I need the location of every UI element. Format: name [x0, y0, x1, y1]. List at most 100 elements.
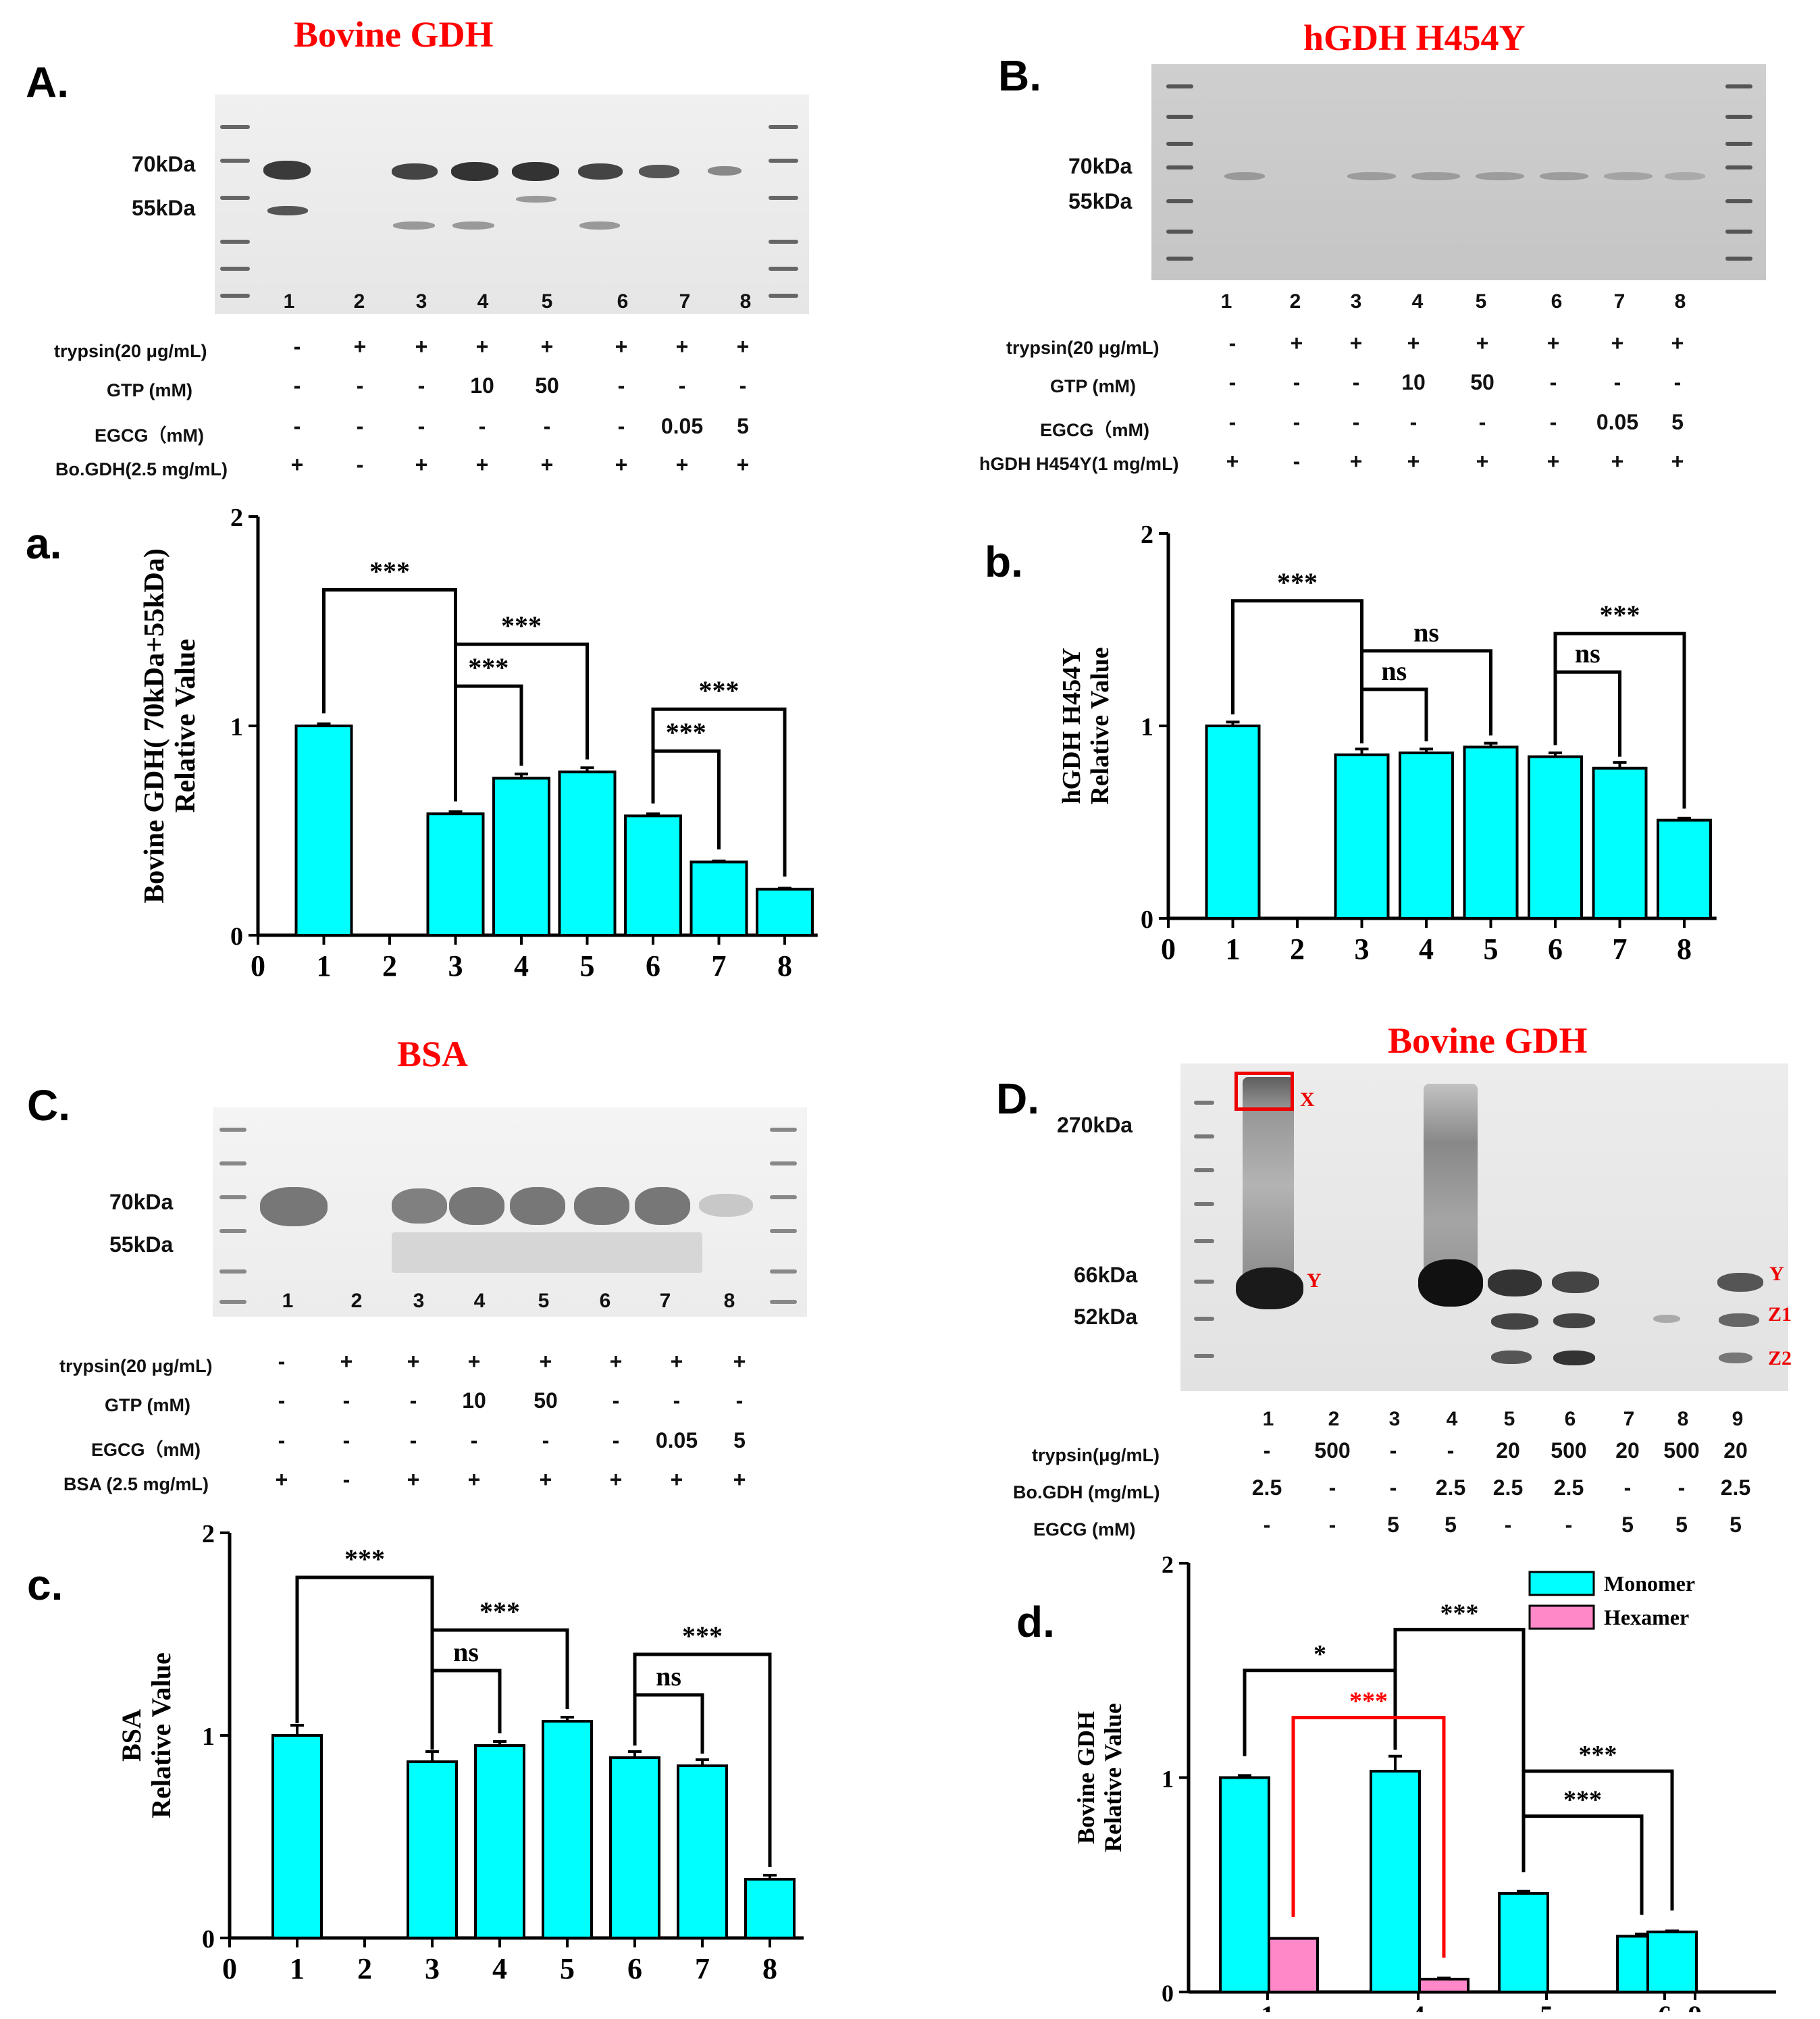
- x-tick-label: 3: [425, 1952, 440, 1985]
- x-tick-label: 1: [1261, 2000, 1274, 2012]
- table-cell: +: [1407, 331, 1420, 355]
- y-tick-label: 2: [1162, 1551, 1174, 1578]
- x-tick-label: 5: [580, 949, 595, 982]
- bar: [1528, 755, 1583, 920]
- y-tick-label: 1: [202, 1723, 215, 1751]
- lane-number: 4: [473, 1290, 486, 1312]
- x-tick-label: 8: [1677, 933, 1692, 966]
- bar: [1463, 745, 1519, 920]
- table-cell: +: [415, 452, 428, 477]
- lane-number: 6: [1564, 1408, 1576, 1430]
- band-mark-x: X: [1300, 1089, 1315, 1111]
- lane-number: 3: [413, 1290, 425, 1312]
- lane-number: 9: [1732, 1408, 1744, 1430]
- lane-number: 5: [538, 1290, 550, 1312]
- row-label: Bo.GDH (mg/mL): [1013, 1482, 1160, 1502]
- table-cell: -: [278, 1388, 286, 1413]
- y-tick-label: 1: [1162, 1766, 1174, 1793]
- significance-label: *: [1314, 1640, 1326, 1669]
- lane-number: 2: [1289, 290, 1301, 313]
- table-cell: +: [615, 334, 628, 359]
- gel-image-b: [1151, 64, 1766, 280]
- table-cell: +: [540, 334, 554, 359]
- table-cell: +: [670, 1467, 683, 1492]
- bar-hexamer: [1418, 1977, 1470, 1994]
- lane-number: 8: [723, 1290, 735, 1312]
- bar: [756, 887, 814, 937]
- table-cell: 2.5: [1720, 1475, 1751, 1500]
- table-cell: -: [356, 414, 364, 438]
- table-cell: -: [1678, 1475, 1686, 1500]
- bar: [744, 1878, 796, 1939]
- lane-number: 5: [541, 290, 553, 313]
- table-cell: 0.05: [660, 414, 704, 438]
- significance-bracket: [454, 684, 523, 802]
- significance-bracket: [1522, 1769, 1674, 1911]
- lane-number: 4: [1446, 1408, 1458, 1430]
- row-label: trypsin(20 μg/mL): [54, 341, 207, 361]
- significance-label: ***: [1349, 1687, 1388, 1716]
- table-cell: 50: [534, 1388, 558, 1413]
- table-cell: -: [1293, 370, 1301, 394]
- panel-c-chart-label: c.: [27, 1561, 63, 1609]
- legend-label: Monomer: [1604, 1571, 1695, 1596]
- y-axis-label: Bovine GDHRelative Value: [1072, 1703, 1126, 1852]
- table-cell: +: [609, 1349, 623, 1373]
- panel-b-label: B.: [998, 51, 1041, 100]
- table-cell: 5: [1445, 1513, 1457, 1537]
- row-label: EGCG (mM): [1033, 1519, 1136, 1540]
- row-label: trypsin(20 μg/mL): [59, 1356, 213, 1376]
- table-cell: -: [356, 373, 364, 398]
- table-cell: +: [736, 452, 750, 477]
- table-cell: 0.05: [655, 1428, 698, 1452]
- table-cell: +: [540, 452, 554, 477]
- table-cell: -: [478, 414, 486, 438]
- lane-number: 3: [415, 290, 427, 313]
- table-cell: +: [290, 452, 304, 477]
- table-cell: -: [1389, 1475, 1397, 1500]
- lane-number: 7: [659, 1290, 671, 1312]
- table-cell: +: [675, 452, 689, 477]
- bar: [271, 1734, 323, 1939]
- y-tick-label: 1: [1141, 713, 1153, 741]
- table-cell: -: [1504, 1513, 1512, 1537]
- table-cell: -: [1673, 370, 1682, 394]
- row-label: trypsin(20 μg/mL): [1006, 338, 1160, 358]
- row-label: EGCG（mM): [1040, 420, 1149, 440]
- lane-number: 1: [1262, 1408, 1274, 1430]
- lane-number: 5: [1503, 1408, 1515, 1430]
- x-tick-label: 0: [251, 949, 265, 982]
- bar: [426, 812, 485, 937]
- table-cell: +: [1546, 331, 1560, 355]
- band-mark-z2: Z2: [1768, 1347, 1792, 1369]
- lane-number: 8: [1677, 1408, 1689, 1430]
- bar-monomer: [1498, 1891, 1549, 1994]
- table-cell: -: [1613, 370, 1621, 394]
- bar: [690, 860, 748, 937]
- table-cell: +: [733, 1349, 746, 1373]
- lane-number: 7: [1623, 1408, 1635, 1430]
- bar: [492, 777, 550, 937]
- panel-b-chart-label: b.: [985, 537, 1023, 586]
- y-tick-label: 0: [1162, 1980, 1174, 2007]
- x-tick-label: 1: [1226, 933, 1241, 966]
- significance-label: ***: [1440, 1599, 1479, 1627]
- bar-chart-d: 01214569*************MonomerHexamerBovin…: [1072, 1551, 1776, 2012]
- x-tick-label: 8: [777, 949, 792, 982]
- table-cell: +: [475, 334, 489, 359]
- table-cell: 5: [1671, 410, 1684, 434]
- significance-label: ns: [656, 1661, 681, 1692]
- table-cell: 50: [535, 373, 559, 398]
- mw-label-d-66: 66kDa: [1074, 1263, 1138, 1287]
- table-cell: 5: [733, 1428, 746, 1452]
- row-label: GTP (mM): [1050, 376, 1136, 396]
- x-tick-label: 0: [222, 1952, 237, 1985]
- x-tick-label: 5: [560, 1952, 575, 1985]
- band-mark-y: Y: [1769, 1263, 1784, 1285]
- lane-number: 2: [353, 290, 365, 313]
- x-tick-label: 7: [695, 1952, 710, 1985]
- table-cell: -: [617, 373, 625, 398]
- significance-label: ***: [369, 556, 410, 587]
- lane-number: 3: [1350, 290, 1362, 313]
